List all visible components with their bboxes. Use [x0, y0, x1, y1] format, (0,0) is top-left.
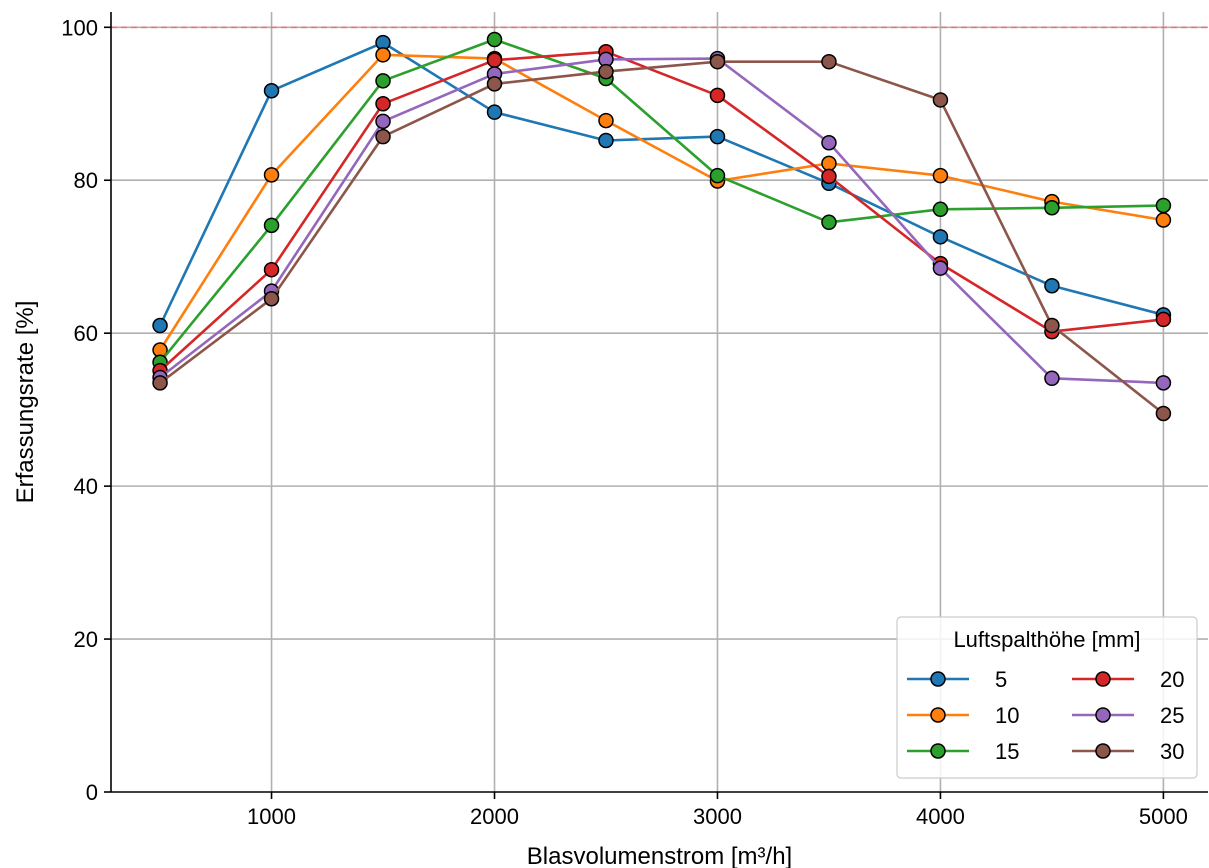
- data-point: [821, 155, 837, 172]
- y-tick-label: 0: [86, 780, 98, 805]
- legend-label: 5: [995, 667, 1007, 692]
- series-layer: [152, 31, 1172, 422]
- legend-label: 20: [1160, 667, 1184, 692]
- series-line: [159, 53, 1164, 351]
- y-tick-label: 60: [74, 321, 98, 346]
- series-line: [159, 38, 1164, 364]
- data-point: [486, 52, 503, 68]
- series-line: [159, 50, 1164, 372]
- legend-title: Luftspalthöhe [mm]: [953, 627, 1140, 652]
- data-point: [932, 167, 949, 184]
- data-point: [152, 375, 168, 391]
- data-point: [375, 47, 391, 63]
- x-tick-label: 2000: [470, 804, 519, 829]
- legend-box: [896, 616, 1198, 779]
- data-point: [932, 201, 949, 218]
- data-point: [486, 104, 503, 120]
- legend-marker: [930, 743, 946, 759]
- data-point: [263, 167, 280, 183]
- x-tick-label: 4000: [916, 804, 965, 829]
- data-point: [821, 53, 837, 70]
- data-point: [263, 83, 280, 99]
- data-point: [486, 76, 503, 92]
- data-point: [1044, 200, 1060, 216]
- data-point: [1155, 197, 1172, 214]
- legend-item-15: 15: [907, 739, 1019, 764]
- series-30: [152, 53, 1172, 422]
- y-tick-label: 100: [61, 15, 98, 40]
- legend: Luftspalthöhe [mm] 5 10 15 20 25 30: [896, 616, 1198, 779]
- data-point: [375, 96, 391, 112]
- data-point: [1155, 311, 1172, 328]
- legend-label: 30: [1160, 739, 1184, 764]
- legend-item-5: 5: [907, 667, 1007, 692]
- series-line: [159, 60, 1165, 415]
- data-point: [152, 317, 168, 334]
- x-axis-label: Blasvolumenstrom [m³/h]: [527, 843, 792, 868]
- series-15: [152, 31, 1172, 370]
- data-point: [375, 73, 391, 89]
- data-point: [1044, 370, 1060, 387]
- x-tick-label: 3000: [693, 804, 742, 829]
- data-point: [932, 92, 949, 108]
- y-tick-label: 40: [74, 474, 98, 499]
- y-tick-label: 80: [74, 168, 98, 193]
- legend-label: 25: [1160, 703, 1184, 728]
- data-point: [1044, 278, 1060, 294]
- legend-label: 15: [995, 739, 1019, 764]
- data-point: [1155, 212, 1172, 228]
- series-20: [152, 44, 1172, 379]
- data-point: [1155, 375, 1172, 391]
- data-point: [932, 229, 949, 245]
- legend-item-30: 30: [1072, 739, 1184, 764]
- legend-marker: [1095, 671, 1111, 687]
- data-point: [709, 128, 726, 145]
- data-point: [486, 31, 503, 48]
- data-point: [598, 63, 614, 80]
- legend-marker: [930, 707, 946, 723]
- series-5: [152, 34, 1172, 334]
- data-point: [1044, 317, 1060, 334]
- data-point: [821, 135, 837, 151]
- legend-item-25: 25: [1072, 703, 1184, 728]
- data-point: [263, 217, 280, 234]
- data-point: [821, 168, 837, 185]
- data-point: [375, 113, 391, 130]
- data-point: [932, 260, 949, 276]
- x-tick-label: 1000: [247, 804, 296, 829]
- legend-item-10: 10: [907, 703, 1019, 728]
- data-point: [709, 87, 726, 104]
- legend-label: 10: [995, 703, 1019, 728]
- series-line: [158, 41, 1164, 327]
- legend-marker: [1095, 707, 1111, 723]
- series-line: [159, 57, 1164, 385]
- data-point: [821, 214, 837, 231]
- x-tick-label: 5000: [1139, 804, 1188, 829]
- data-point: [375, 128, 391, 145]
- y-tick-label: 20: [74, 627, 98, 652]
- data-point: [709, 167, 726, 184]
- y-axis-label: Erfassungsrate [%]: [12, 301, 39, 504]
- data-point: [263, 291, 280, 307]
- data-point: [598, 132, 614, 149]
- legend-item-20: 20: [1072, 667, 1184, 692]
- data-point: [1155, 405, 1172, 422]
- data-point: [598, 112, 614, 129]
- series-25: [152, 50, 1172, 391]
- legend-marker: [1095, 743, 1111, 759]
- axes-layer: 1000 2000 3000 4000 5000 0 20 40 60 80 100: [61, 12, 1208, 829]
- data-point: [263, 261, 280, 278]
- legend-marker: [930, 671, 946, 687]
- data-point: [709, 53, 726, 70]
